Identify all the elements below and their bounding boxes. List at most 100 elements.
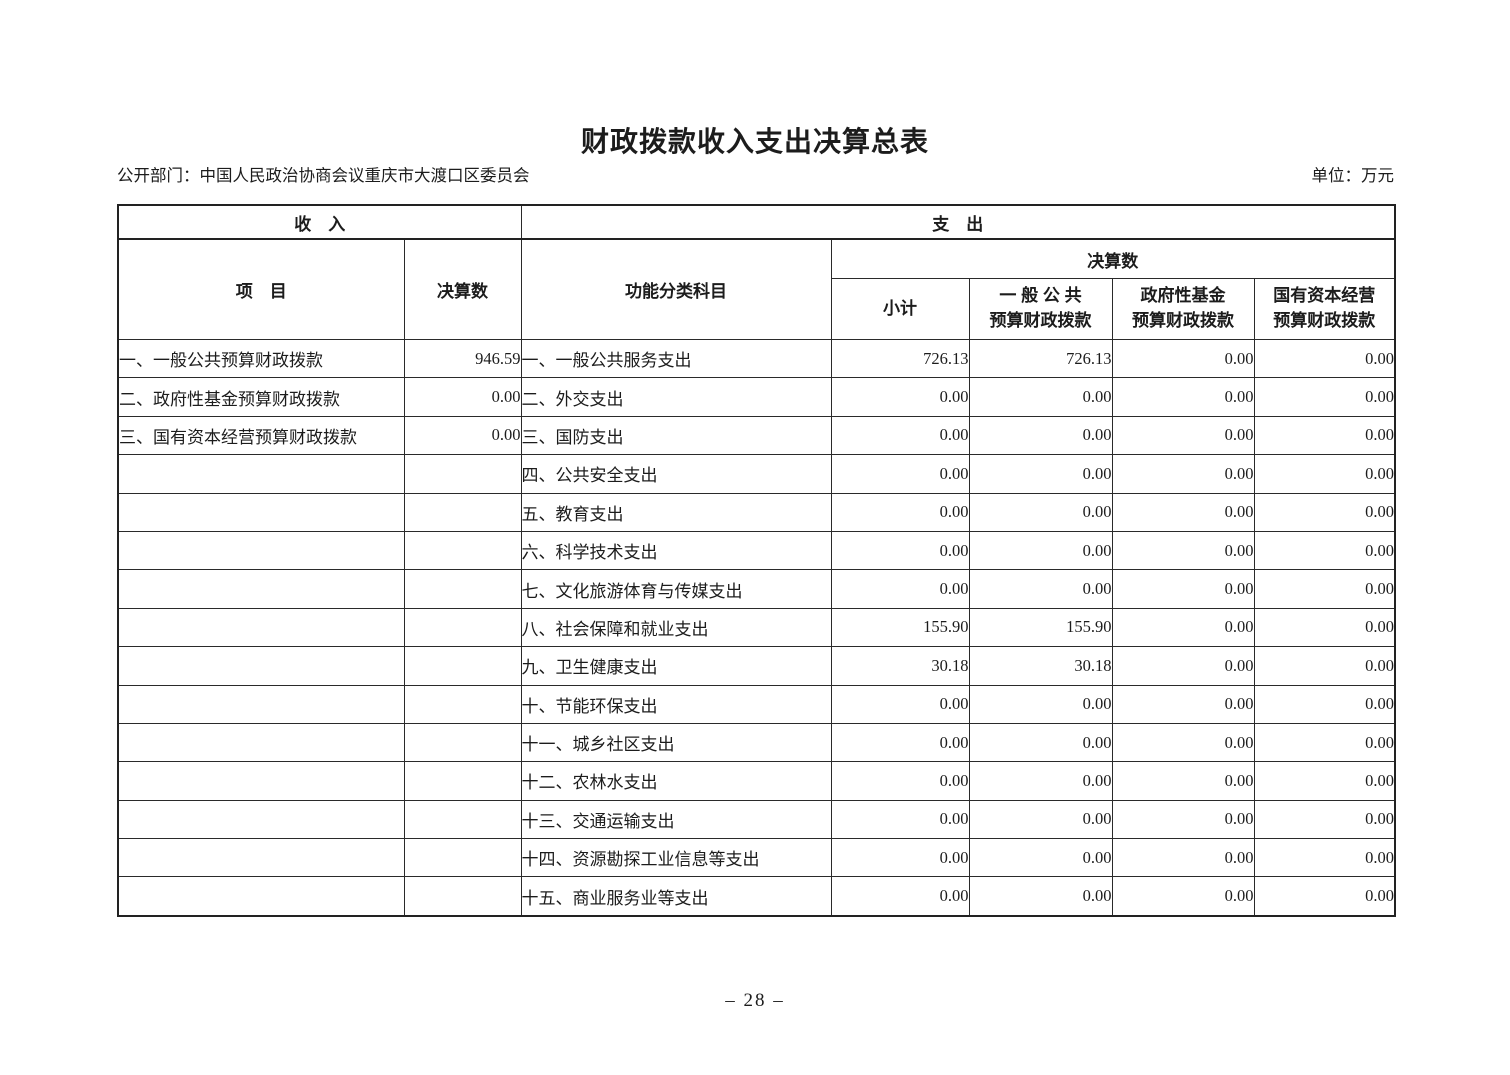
state-capital-cell: 0.00: [1253, 569, 1396, 609]
general-public-cell: 155.90: [968, 607, 1113, 648]
header-expense-final: 决算数: [830, 238, 1396, 279]
subtotal-cell: 0.00: [830, 761, 970, 801]
state-capital-cell: 0.00: [1253, 761, 1396, 801]
general-public-cell: 0.00: [968, 876, 1113, 917]
income-item-cell: [117, 799, 405, 840]
expense-item-cell: 二、外交支出: [520, 377, 832, 417]
income-item-cell: 三、国有资本经营预算财政拨款: [117, 415, 405, 456]
gov-fund-cell: 0.00: [1111, 838, 1255, 878]
table-row: 五、教育支出 0.00 0.00 0.00 0.00: [117, 492, 1396, 532]
expense-item-cell: 十、节能环保支出: [520, 684, 832, 724]
table-row: 三、国有资本经营预算财政拨款 0.00 三、国防支出 0.00 0.00 0.0…: [117, 415, 1396, 456]
general-public-cell: 0.00: [968, 761, 1113, 801]
expense-item-cell: 九、卫生健康支出: [520, 646, 832, 686]
header-income-item: 项 目: [117, 238, 405, 340]
income-item-cell: [117, 569, 405, 609]
table-header: 收 入 支 出 项 目 决算数 功能分类科目 决算数 小计 一 般 公 共 预算…: [117, 204, 1396, 340]
income-value-cell: [403, 722, 522, 763]
income-value-cell: [403, 684, 522, 724]
gov-fund-cell: 0.00: [1111, 454, 1255, 494]
header-income-section: 收 入: [117, 204, 522, 240]
state-capital-cell: 0.00: [1253, 646, 1396, 686]
general-public-cell: 0.00: [968, 799, 1113, 840]
header-state-capital: 国有资本经营 预算财政拨款: [1253, 278, 1396, 340]
page-title: 财政拨款收入支出决算总表: [580, 127, 929, 158]
gov-fund-cell: 0.00: [1111, 722, 1255, 763]
subtotal-cell: 0.00: [830, 492, 970, 532]
gov-fund-cell: 0.00: [1111, 876, 1255, 917]
general-public-cell: 0.00: [968, 838, 1113, 878]
header-expense-section: 支 出: [520, 204, 1396, 240]
header-functional-subject: 功能分类科目: [520, 238, 832, 340]
gov-fund-cell: 0.00: [1111, 338, 1255, 379]
state-capital-cell: 0.00: [1253, 876, 1396, 917]
header-state-capital-line1: 国有资本经营: [1273, 286, 1376, 306]
income-value-cell: [403, 876, 522, 917]
subtotal-cell: 0.00: [830, 377, 970, 417]
general-public-cell: 0.00: [968, 684, 1113, 724]
state-capital-cell: 0.00: [1253, 454, 1396, 494]
subtotal-cell: 0.00: [830, 530, 970, 571]
header-gov-fund: 政府性基金 预算财政拨款: [1111, 278, 1255, 340]
income-item-cell: [117, 454, 405, 494]
gov-fund-cell: 0.00: [1111, 799, 1255, 840]
subtotal-cell: 0.00: [830, 415, 970, 456]
expense-item-cell: 三、国防支出: [520, 415, 832, 456]
expense-item-cell: 十一、城乡社区支出: [520, 722, 832, 763]
income-value-cell: 946.59: [403, 338, 522, 379]
income-item-cell: [117, 492, 405, 532]
subtotal-cell: 0.00: [830, 722, 970, 763]
general-public-cell: 0.00: [968, 377, 1113, 417]
gov-fund-cell: 0.00: [1111, 569, 1255, 609]
table-row: 十、节能环保支出 0.00 0.00 0.00 0.00: [117, 684, 1396, 724]
table-row: 二、政府性基金预算财政拨款 0.00 二、外交支出 0.00 0.00 0.00…: [117, 377, 1396, 417]
table-row: 七、文化旅游体育与传媒支出 0.00 0.00 0.00 0.00: [117, 569, 1396, 609]
general-public-cell: 0.00: [968, 454, 1113, 494]
income-value-cell: 0.00: [403, 415, 522, 456]
state-capital-cell: 0.00: [1253, 338, 1396, 379]
table-body: 一、一般公共预算财政拨款 946.59 一、一般公共服务支出 726.13 72…: [117, 338, 1396, 917]
state-capital-cell: 0.00: [1253, 415, 1396, 456]
gov-fund-cell: 0.00: [1111, 492, 1255, 532]
subtotal-cell: 0.00: [830, 799, 970, 840]
fiscal-table: 收 入 支 出 项 目 决算数 功能分类科目 决算数 小计 一 般 公 共 预算…: [117, 204, 1396, 917]
general-public-cell: 726.13: [968, 338, 1113, 379]
subtotal-cell: 155.90: [830, 607, 970, 648]
general-public-cell: 0.00: [968, 415, 1113, 456]
income-item-cell: [117, 876, 405, 917]
income-value-cell: [403, 646, 522, 686]
income-value-cell: [403, 530, 522, 571]
gov-fund-cell: 0.00: [1111, 646, 1255, 686]
subtotal-cell: 0.00: [830, 454, 970, 494]
table-row: 十二、农林水支出 0.00 0.00 0.00 0.00: [117, 761, 1396, 801]
income-value-cell: [403, 838, 522, 878]
gov-fund-cell: 0.00: [1111, 530, 1255, 571]
table-row: 十四、资源勘探工业信息等支出 0.00 0.00 0.00 0.00: [117, 838, 1396, 878]
gov-fund-cell: 0.00: [1111, 377, 1255, 417]
subtotal-cell: 0.00: [830, 838, 970, 878]
subtotal-cell: 726.13: [830, 338, 970, 379]
subtotal-cell: 0.00: [830, 569, 970, 609]
state-capital-cell: 0.00: [1253, 377, 1396, 417]
income-value-cell: [403, 454, 522, 494]
expense-item-cell: 十四、资源勘探工业信息等支出: [520, 838, 832, 878]
income-item-cell: [117, 838, 405, 878]
table-row: 八、社会保障和就业支出 155.90 155.90 0.00 0.00: [117, 607, 1396, 648]
expense-item-cell: 四、公共安全支出: [520, 454, 832, 494]
income-item-cell: [117, 530, 405, 571]
expense-item-cell: 五、教育支出: [520, 492, 832, 532]
state-capital-cell: 0.00: [1253, 684, 1396, 724]
state-capital-cell: 0.00: [1253, 799, 1396, 840]
department-label: 公开部门：中国人民政治协商会议重庆市大渡口区委员会: [117, 166, 530, 185]
header-income-final: 决算数: [403, 238, 522, 340]
header-gov-fund-line1: 政府性基金: [1140, 286, 1226, 306]
table-row: 六、科学技术支出 0.00 0.00 0.00 0.00: [117, 530, 1396, 571]
income-value-cell: [403, 607, 522, 648]
gov-fund-cell: 0.00: [1111, 684, 1255, 724]
general-public-cell: 30.18: [968, 646, 1113, 686]
state-capital-cell: 0.00: [1253, 492, 1396, 532]
unit-label: 单位：万元: [1311, 166, 1395, 185]
header-general-public: 一 般 公 共 预算财政拨款: [968, 278, 1113, 340]
general-public-cell: 0.00: [968, 530, 1113, 571]
